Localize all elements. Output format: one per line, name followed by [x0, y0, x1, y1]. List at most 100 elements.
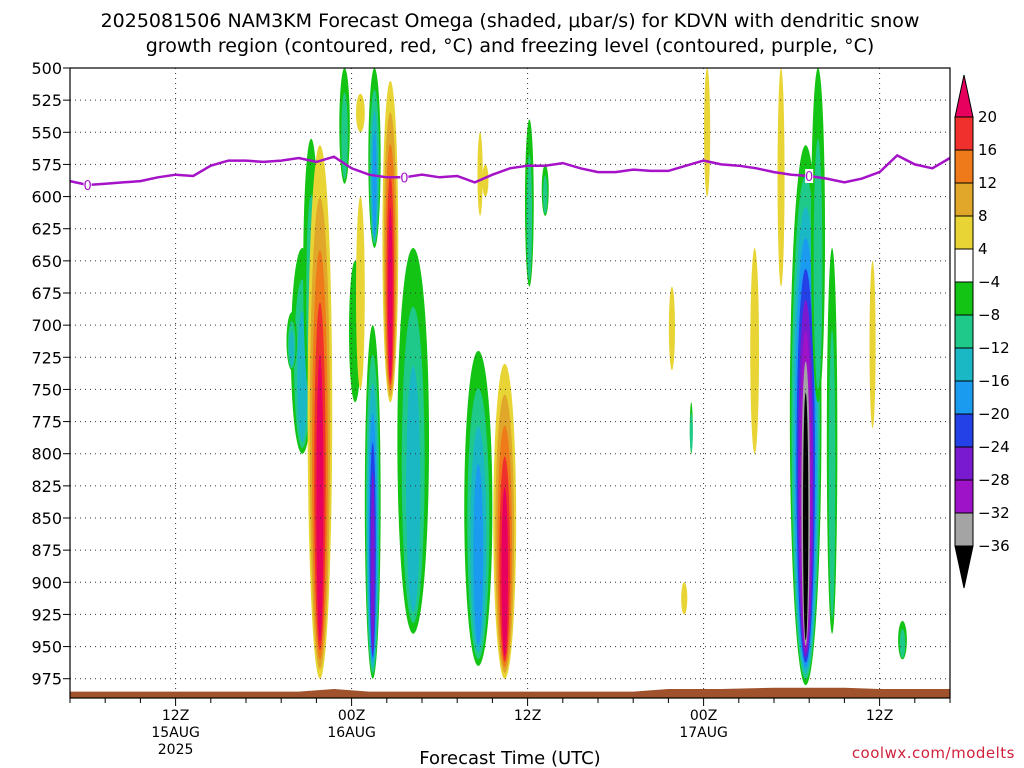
omega-contour: [704, 68, 711, 197]
freezing-level-line: [69, 153, 951, 187]
omega-contour: [828, 329, 836, 619]
omega-contour: [289, 329, 295, 367]
omega-feature: [898, 620, 907, 660]
colorbar-label: −20: [978, 405, 1010, 423]
omega-feature: [493, 363, 517, 679]
y-tick-label: 600: [31, 188, 62, 207]
colorbar-label: 4: [978, 240, 988, 258]
colorbar-label: −28: [978, 471, 1010, 489]
omega-feature: [777, 68, 785, 287]
colorbar-segment: [954, 512, 974, 547]
colorbar-segment: [954, 116, 974, 151]
omega-feature: [477, 132, 483, 216]
colorbar-bottom-arrow: [954, 545, 974, 589]
omega-contour: [813, 138, 823, 390]
freezing-level-label: 0: [83, 179, 91, 194]
omega-contour: [316, 354, 324, 641]
omega-feature: [524, 119, 534, 287]
freezing-label-bg: [83, 178, 92, 192]
colorbar-segment: [954, 149, 974, 184]
colorbar-segment: [954, 281, 974, 316]
y-tick-label: 850: [31, 509, 62, 528]
freezing-level-label: 0: [805, 170, 813, 185]
x-tick-label: 12Z: [162, 708, 189, 724]
x-tick-label: 16AUG: [327, 725, 376, 741]
x-tick-label: 15AUG: [151, 725, 200, 741]
colorbar-label: −36: [978, 537, 1010, 555]
omega-contour: [477, 132, 483, 216]
y-tick-label: 975: [31, 670, 62, 689]
omega-feature: [541, 164, 549, 216]
x-tick-label: 12Z: [866, 708, 893, 724]
colorbar-segment: [954, 248, 974, 283]
omega-feature: [364, 325, 381, 679]
omega-feature: [307, 145, 333, 679]
omega-contour: [406, 365, 421, 613]
colorbar-label: −12: [978, 339, 1010, 357]
y-tick-label: 900: [31, 573, 62, 592]
x-tick-label: 2025: [158, 742, 194, 758]
y-tick-label: 550: [31, 123, 62, 142]
omega-feature: [826, 248, 838, 634]
colorbar-segment: [954, 380, 974, 415]
y-tick-label: 500: [31, 59, 62, 78]
y-tick-label: 800: [31, 445, 62, 464]
omega-contour: [473, 463, 484, 646]
omega-feature: [464, 350, 493, 666]
colorbar-label: 16: [978, 141, 997, 159]
colorbar-segment: [954, 347, 974, 382]
credit-text: coolwx.com/modelts: [852, 744, 1015, 762]
y-tick-label: 775: [31, 413, 62, 432]
chart-title-line2: growth region (contoured, red, °C) and f…: [146, 35, 875, 57]
y-axis: 500 525 550 575 600 625 650 675 700 725 750 775 800 8…: [31, 59, 70, 689]
omega-contour: [341, 92, 348, 180]
colorbar-label: −16: [978, 372, 1010, 390]
y-tick-label: 675: [31, 284, 62, 303]
colorbar-label: −4: [978, 273, 1000, 291]
x-tick-label: 12Z: [514, 708, 541, 724]
omega-feature: [750, 248, 760, 454]
colorbar-segment: [954, 215, 974, 250]
y-tick-label: 875: [31, 541, 62, 560]
omega-feature: [482, 164, 489, 197]
omega-contour: [482, 164, 489, 197]
colorbar-legend: 20 16 12 8 4 −4 −8 −12 −16 −20 −24 −28 −32 −36: [954, 74, 1010, 589]
y-tick-label: 750: [31, 380, 62, 399]
surface-terrain: [70, 687, 950, 698]
x-tick-label: 00Z: [690, 708, 717, 724]
colorbar-segment: [954, 446, 974, 481]
colorbar-top-arrow: [954, 74, 974, 118]
freezing-label-bg: [400, 170, 409, 185]
y-tick-label: 825: [31, 477, 62, 496]
colorbar-segment: [954, 314, 974, 349]
y-tick-label: 950: [31, 638, 62, 657]
omega-feature: [869, 260, 876, 428]
colorbar-label: 20: [978, 108, 997, 126]
x-axis-title: Forecast Time (UTC): [419, 748, 600, 768]
colorbar-segment: [954, 413, 974, 448]
omega-feature: [356, 93, 365, 133]
omega-contour: [372, 132, 377, 237]
omega-contour: [803, 392, 809, 641]
y-tick-label: 650: [31, 252, 62, 271]
colorbar-segment: [954, 479, 974, 514]
chart-title-line1: 2025081506 NAM3KM Forecast Omega (shaded…: [101, 10, 920, 32]
omega-feature: [339, 68, 350, 184]
y-tick-label: 525: [31, 91, 62, 110]
y-tick-label: 700: [31, 316, 62, 335]
omega-feature: [668, 286, 675, 371]
omega-contour: [370, 472, 375, 652]
colorbar-label: −8: [978, 306, 1000, 324]
omega-contour: [681, 582, 688, 615]
colorbar-label: −32: [978, 504, 1010, 522]
plot-area: 0 0 0: [69, 67, 951, 699]
omega-feature: [368, 68, 381, 248]
colorbar-segment: [954, 182, 974, 217]
omega-contour: [689, 413, 693, 452]
omega-feature: [286, 312, 298, 371]
freezing-level-labels: 0 0 0: [83, 169, 813, 194]
omega-feature: [689, 402, 693, 454]
omega-feature: [382, 80, 399, 403]
omega-contour: [899, 629, 906, 658]
